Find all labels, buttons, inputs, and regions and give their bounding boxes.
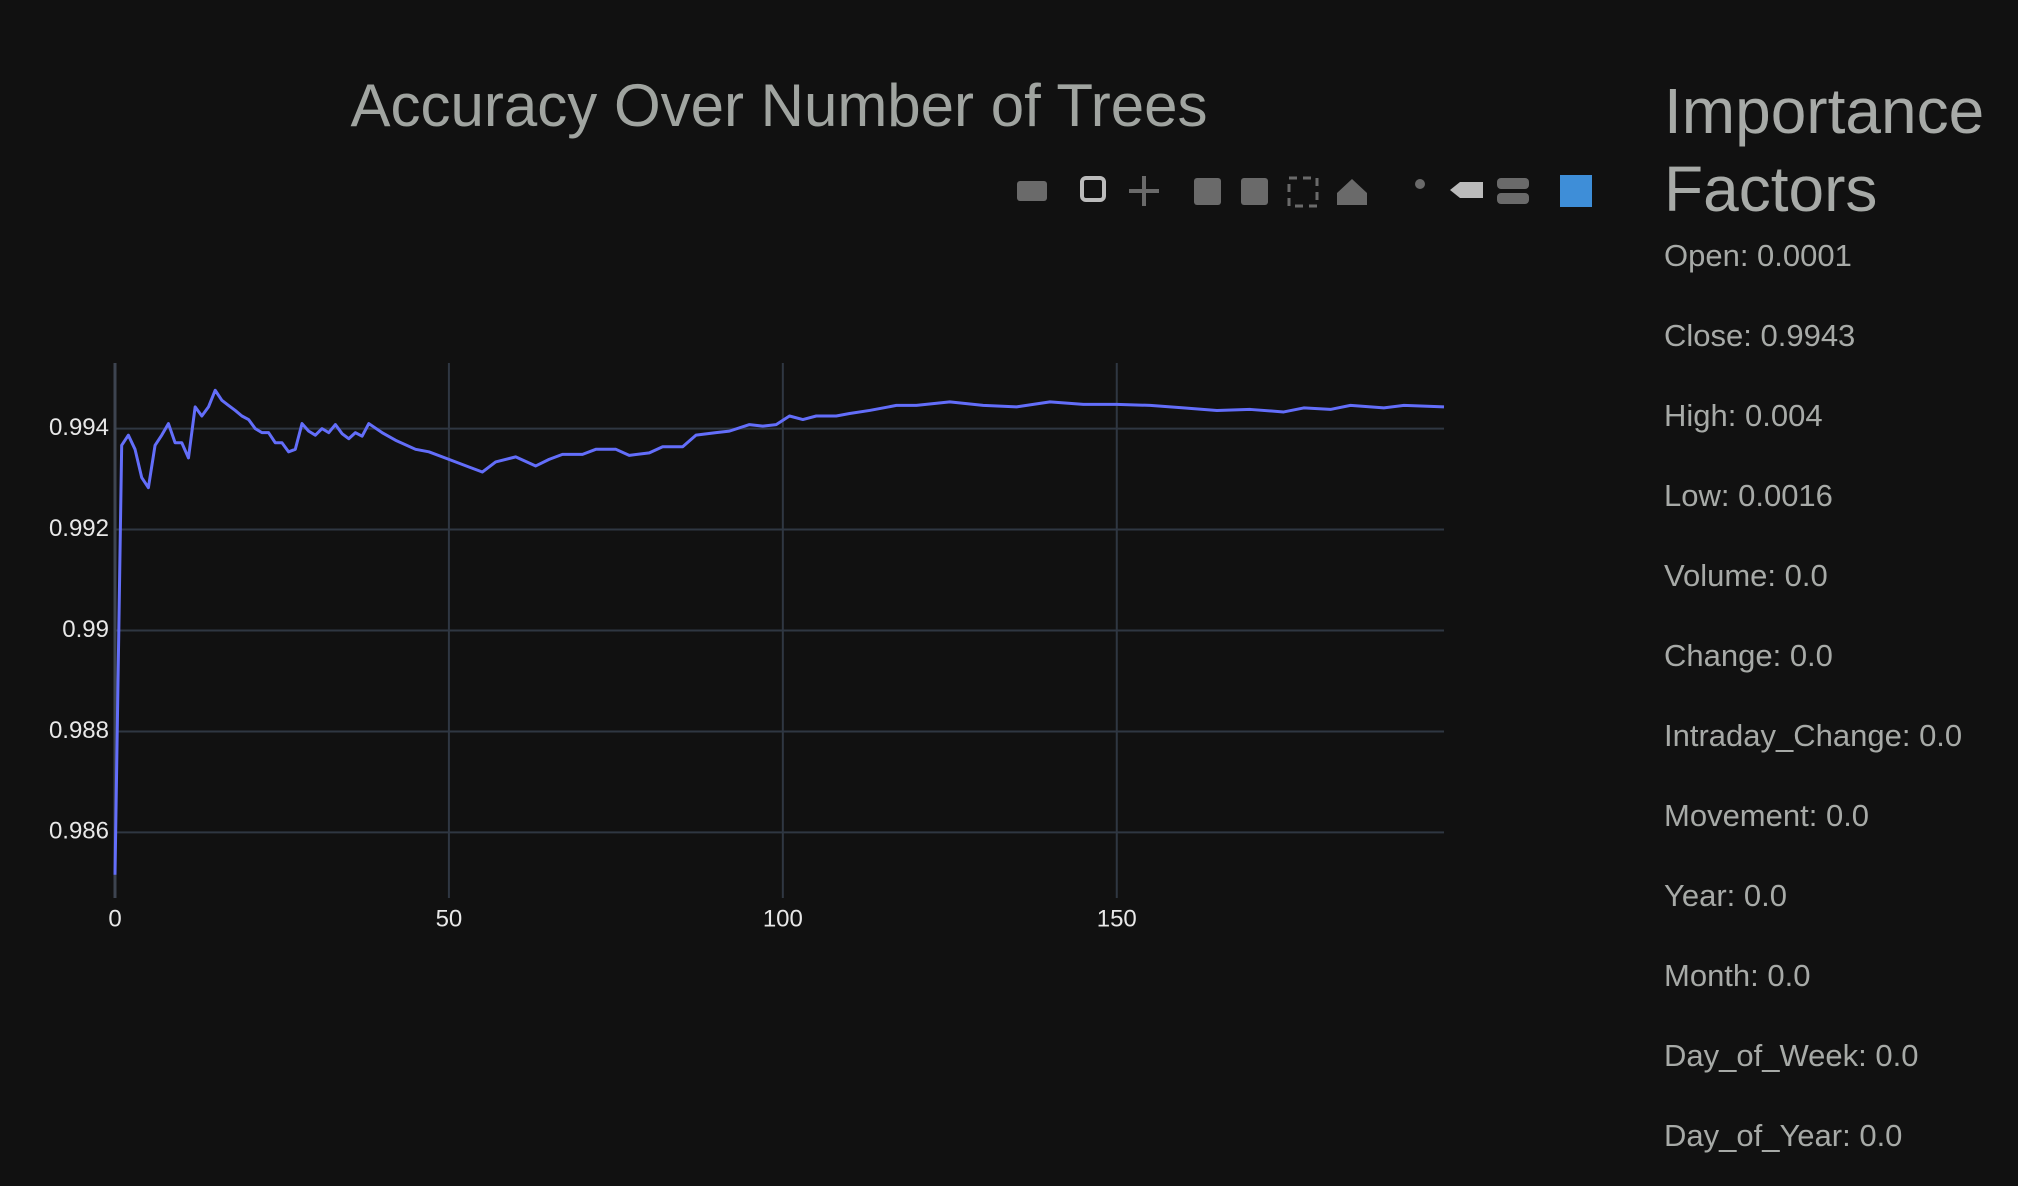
importance-item: Intraday_Change: 0.0 <box>1664 718 1963 753</box>
y-tick-label: 0.994 <box>49 414 109 441</box>
zoom-out-icon[interactable] <box>1241 178 1268 205</box>
importance-item: High: 0.004 <box>1664 398 1823 433</box>
sidebar-title: Importance Factors <box>1664 75 1985 225</box>
zoom-icon[interactable] <box>1080 176 1106 202</box>
importance-item: Volume: 0.0 <box>1664 558 1828 593</box>
importance-item: Open: 0.0001 <box>1664 238 1852 273</box>
importance-item: Change: 0.0 <box>1664 638 1833 673</box>
importance-item: Low: 0.0016 <box>1664 478 1833 513</box>
camera-icon[interactable] <box>1017 181 1047 201</box>
importance-item: Day_of_Week: 0.0 <box>1664 1038 1919 1073</box>
x-tick-label: 0 <box>108 905 121 932</box>
y-tick-label: 0.99 <box>62 616 109 643</box>
sidebar: Importance Factors Open: 0.0001 Close: 0.… <box>1664 72 2018 1186</box>
importance-item: Day_of_Year: 0.0 <box>1664 1118 1903 1153</box>
chart-title: Accuracy Over Number of Trees <box>351 72 1208 139</box>
y-tick-label: 0.988 <box>49 717 109 744</box>
hover-closest-icon[interactable] <box>1450 182 1483 198</box>
zoom-in-icon[interactable] <box>1194 178 1221 205</box>
modebar <box>1017 175 1592 208</box>
reset-icon[interactable] <box>1337 179 1367 205</box>
hover-compare-icon[interactable] <box>1497 193 1529 204</box>
importance-item: Month: 0.0 <box>1664 958 1811 993</box>
data-line <box>113 388 1445 875</box>
importance-item: Movement: 0.0 <box>1664 798 1870 833</box>
autoscale-icon[interactable] <box>1287 176 1319 208</box>
importance-item: Year: 0.0 <box>1664 878 1787 913</box>
x-tick-label: 100 <box>763 905 803 932</box>
x-tick-label: 50 <box>436 905 463 932</box>
pan-icon[interactable] <box>1129 176 1159 206</box>
importance-item: Close: 0.9943 <box>1664 318 1856 353</box>
plotly-logo[interactable] <box>1560 175 1592 207</box>
hover-compare-icon[interactable] <box>1497 178 1529 189</box>
x-tick-label: 150 <box>1097 905 1137 932</box>
chart: Accuracy Over Number of Trees 0.986 0.988… <box>49 72 1592 932</box>
y-tick-label: 0.986 <box>49 818 109 845</box>
spike-icon[interactable] <box>1415 179 1425 189</box>
y-tick-label: 0.992 <box>49 515 109 542</box>
